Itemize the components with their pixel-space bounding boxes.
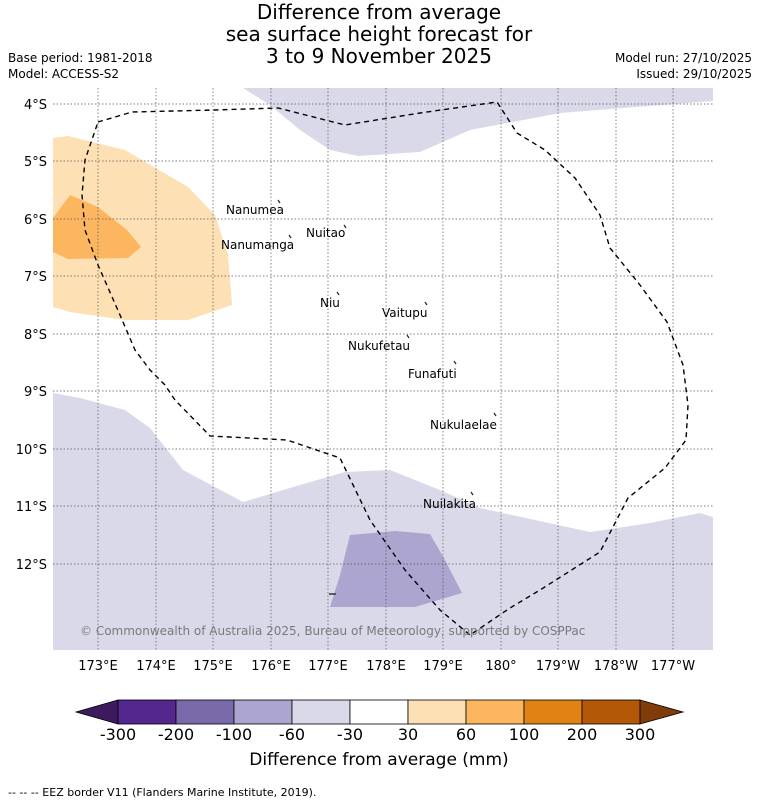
latitude-label: 4°S bbox=[24, 98, 47, 113]
longitude-label: 177°E bbox=[308, 659, 348, 674]
anomaly-field bbox=[53, 88, 713, 650]
longitude-label: 174°E bbox=[136, 659, 176, 674]
latitude-label: 7°S bbox=[24, 270, 47, 285]
island-label: Niu bbox=[320, 296, 340, 310]
graticule bbox=[53, 88, 713, 650]
colorbar-tick-label: 60 bbox=[455, 725, 477, 744]
issued-date: Issued: 29/10/2025 bbox=[636, 67, 752, 81]
island-label: Nanumanga bbox=[221, 238, 294, 252]
island-label: Nuilakita bbox=[423, 497, 476, 511]
colorbar-bin bbox=[407, 699, 467, 725]
longitude-label: 179°E bbox=[423, 659, 463, 674]
colorbar-tick-label: 100 bbox=[508, 725, 540, 744]
colorbar-tick-label: 200 bbox=[566, 725, 598, 744]
island-marker bbox=[493, 412, 497, 417]
colorbar-tick-label: -30 bbox=[336, 725, 364, 744]
latitude-label: 5°S bbox=[24, 155, 47, 170]
title-line-1: Difference from average bbox=[256, 0, 502, 24]
colorbar-tick-label: -300 bbox=[99, 725, 137, 744]
longitude-label: 176°E bbox=[251, 659, 291, 674]
island-marker bbox=[288, 234, 292, 239]
longitude-label: 173°E bbox=[78, 659, 118, 674]
model-name: Model: ACCESS-S2 bbox=[8, 67, 120, 81]
island-marker bbox=[453, 360, 457, 365]
copyright-notice: © Commonwealth of Australia 2025, Bureau… bbox=[80, 624, 586, 638]
latitude-labels: 4°S 5°S 6°S 7°S 8°S 9°S 10°S 11°S 12°S bbox=[16, 98, 47, 573]
latitude-label: 8°S bbox=[24, 328, 47, 343]
longitude-labels: 173°E 174°E 175°E 176°E 177°E 178°E 179°E 180° 1… bbox=[78, 659, 695, 674]
anomaly-region-medium-purple bbox=[330, 531, 462, 607]
longitude-label: 175°E bbox=[193, 659, 233, 674]
longitude-label: 178°W bbox=[594, 659, 638, 674]
colorbar-tick-label: -100 bbox=[215, 725, 253, 744]
latitude-label: 10°S bbox=[16, 443, 47, 458]
island-marker bbox=[336, 291, 340, 296]
longitude-label: 178°E bbox=[366, 659, 406, 674]
island-label: Funafuti bbox=[408, 367, 457, 381]
island-marker bbox=[406, 334, 410, 339]
colorbar-bin bbox=[175, 699, 235, 725]
anomaly-region-orange bbox=[53, 195, 141, 259]
base-period: Base period: 1981-2018 bbox=[8, 51, 153, 65]
meta-left: Base period: 1981-2018 Model: ACCESS-S2 bbox=[8, 50, 153, 82]
model-run: Model run: 27/10/2025 bbox=[614, 51, 752, 65]
island-marker bbox=[470, 491, 474, 496]
colorbar-bin bbox=[233, 699, 293, 725]
colorbar-bin bbox=[291, 699, 351, 725]
island-label: Vaitupu bbox=[382, 306, 428, 320]
colorbar-tick-label: 300 bbox=[624, 725, 656, 744]
colorbar-bin bbox=[523, 699, 583, 725]
island-label: Nuitao bbox=[306, 226, 345, 240]
colorbar-title: Difference from average (mm) bbox=[249, 750, 509, 770]
title-line-3: 3 to 9 November 2025 bbox=[266, 44, 492, 68]
colorbar-bin bbox=[349, 699, 409, 725]
latitude-label: 11°S bbox=[16, 500, 47, 515]
colorbar-bin bbox=[117, 699, 177, 725]
island-marker bbox=[424, 301, 428, 306]
colorbar-tick-label: -60 bbox=[278, 725, 306, 744]
colorbar-tick-label: -200 bbox=[157, 725, 195, 744]
longitude-label: 177°W bbox=[651, 659, 695, 674]
colorbar-extend-low bbox=[74, 699, 119, 725]
latitude-label: 9°S bbox=[24, 385, 47, 400]
latitude-label: 12°S bbox=[16, 558, 47, 573]
anomaly-region-north bbox=[243, 88, 713, 156]
island-marker bbox=[343, 224, 347, 229]
colorbar-bin bbox=[465, 699, 525, 725]
island-label: Nukulaelae bbox=[430, 418, 497, 432]
island-marker bbox=[277, 199, 281, 204]
anomaly-region-south bbox=[53, 393, 713, 650]
map-title: Difference from average sea surface heig… bbox=[0, 1, 758, 67]
island-label: Nanumea bbox=[226, 203, 284, 217]
latitude-label: 6°S bbox=[24, 213, 47, 228]
islands: Nanumea Nuitao Nanumanga Niu Vaitupu Nukufeta… bbox=[221, 199, 497, 595]
eez-border bbox=[81, 101, 689, 636]
colorbar-tick-label: 30 bbox=[397, 725, 419, 744]
colorbar-tick-labels: -300 -200 -100 -60 -30 30 60 100 200 300 bbox=[0, 725, 758, 745]
island-label: Nukufetau bbox=[348, 339, 410, 353]
colorbar-extend-high bbox=[639, 699, 685, 725]
colorbar-bin bbox=[581, 699, 641, 725]
longitude-label: 180° bbox=[485, 659, 516, 674]
longitude-label: 179°W bbox=[536, 659, 580, 674]
colorbar bbox=[74, 699, 685, 725]
eez-border-note: -- -- -- EEZ border V11 (Flanders Marine… bbox=[8, 786, 317, 799]
title-line-2: sea surface height forecast for bbox=[225, 22, 533, 46]
meta-right: Model run: 27/10/2025 Issued: 29/10/2025 bbox=[615, 50, 752, 82]
